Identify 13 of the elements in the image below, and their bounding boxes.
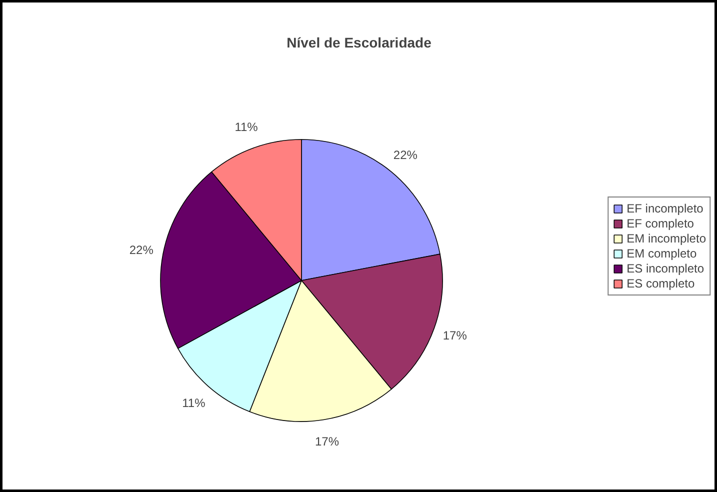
data-label: 11% [234, 120, 258, 134]
data-label: 17% [314, 434, 340, 448]
legend-label: EM completo [626, 246, 697, 260]
chart-title: Nível de Escolaridade [286, 34, 432, 50]
legend-label: EF completo [626, 216, 694, 230]
legend-label: ES completo [626, 276, 695, 290]
data-label: 22% [393, 148, 418, 162]
data-label: 22% [129, 242, 154, 257]
data-label: 11% [182, 396, 206, 410]
data-label: 17% [442, 328, 468, 343]
legend-label: EF incompleto [626, 202, 704, 216]
legend-label: ES incompleto [626, 262, 704, 276]
legend-label: EM incompleto [626, 232, 706, 246]
